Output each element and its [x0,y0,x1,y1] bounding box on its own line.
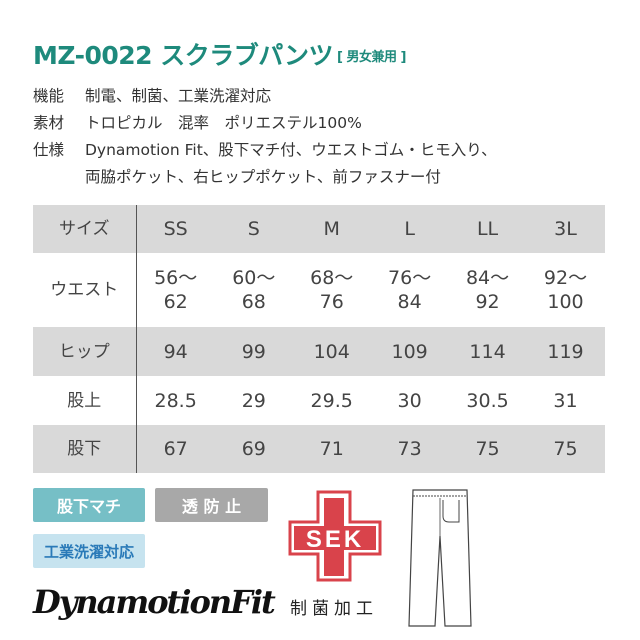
table-cell: 29.5 [310,389,353,412]
svg-text:SEK: SEK [306,526,364,553]
table-cell: 67 [163,438,188,460]
table-cell: 31 [553,389,578,412]
table-cell: LL [476,218,499,240]
table-cell: 104 [313,340,350,363]
sek-mark-icon: SEK [288,490,382,582]
table-row: 股上 28.5 29 29.5 30 30.5 31 [33,376,605,425]
table-cell: 109 [391,340,428,363]
table-cell: 75 [475,438,500,460]
row-label: ヒップ [33,327,137,376]
spec-value: トロピカル 混率 ポリエステル100% [85,114,362,132]
table-cell: M [323,218,340,240]
sek-caption: 制菌加工 [290,599,378,619]
spec-value: 両脇ポケット、右ヒップポケット、前ファスナー付 [85,168,441,186]
spec-value: 制電、制菌、工業洗濯対応 [85,87,272,105]
table-cell: L [404,218,415,240]
table-cell: 68～ 76 [310,267,354,313]
table-cell: 60～ 68 [232,267,276,313]
table-cell: 99 [241,340,266,363]
spec-key: 機能 [33,87,65,105]
row-label: 股下 [33,425,137,473]
table-row: ウエスト 56～ 62 60～ 68 68～ 76 76～ 84 84～ 92 92～ 10… [33,253,605,327]
table-cell: 3L [554,218,577,240]
table-cell: 28.5 [154,389,197,412]
table-cell: S [247,218,260,240]
badge-industrial-wash: 工業洗濯対応 [33,534,145,568]
spec-row: 両脇ポケット、右ヒップポケット、前ファスナー付 [33,165,441,187]
spec-key: 素材 [33,114,65,132]
spec-row: 素材 トロピカル 混率 ポリエステル100% [33,111,362,133]
badge-gusset: 股下マチ [33,488,145,522]
table-cell: 92～ 100 [543,267,588,313]
dynamotion-fit-logo: DynamotionFit [33,583,276,621]
pants-illustration-icon [408,489,472,627]
table-row: ヒップ 94 99 104 109 114 119 [33,327,605,376]
badge-anti-see-through: 透 防 止 [155,488,268,522]
spec-key: 仕様 [33,141,65,159]
spec-value: Dynamotion Fit、股下マチ付、ウエストゴム・ヒモ入り、 [85,141,497,159]
table-cell: 29 [241,389,266,412]
table-cell: SS [163,218,188,240]
title-main: MZ-0022 スクラブパンツ [33,41,333,70]
title-sub: [ 男女兼用 ] [336,50,406,65]
product-title: MZ-0022 スクラブパンツ[ 男女兼用 ] [33,36,406,72]
table-row: サイズ SS S M L LL 3L [33,205,605,253]
table-cell: 119 [547,340,584,363]
table-cell: 56～ 62 [154,267,198,313]
table-cell: 75 [553,438,578,460]
table-cell: 94 [163,340,188,363]
table-cell: 73 [397,438,422,460]
row-label: ウエスト [33,253,137,327]
spec-row: 仕様 Dynamotion Fit、股下マチ付、ウエストゴム・ヒモ入り、 [33,138,497,160]
table-cell: 84～ 92 [465,267,510,313]
table-cell: 76～ 84 [388,267,432,313]
table-cell: 30.5 [466,389,509,412]
spec-row: 機能 制電、制菌、工業洗濯対応 [33,84,271,106]
size-table: サイズ SS S M L LL 3L ウエスト 56～ 62 60～ 68 68～ 76 76～ 84… [33,205,605,473]
row-label: サイズ [33,205,137,253]
row-label: 股上 [33,376,137,425]
table-cell: 114 [469,340,506,363]
table-cell: 30 [397,389,422,412]
table-cell: 69 [241,438,266,460]
table-row: 股下 67 69 71 73 75 75 [33,425,605,473]
table-cell: 71 [319,438,344,460]
